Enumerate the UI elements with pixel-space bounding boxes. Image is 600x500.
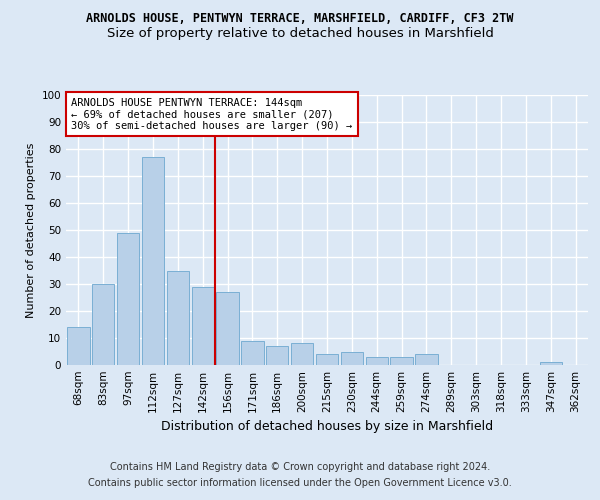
Bar <box>539 362 562 365</box>
Bar <box>415 354 437 365</box>
Bar <box>291 344 313 365</box>
Bar <box>217 292 239 365</box>
Text: ARNOLDS HOUSE PENTWYN TERRACE: 144sqm
← 69% of detached houses are smaller (207): ARNOLDS HOUSE PENTWYN TERRACE: 144sqm ← … <box>71 98 352 131</box>
Bar <box>92 284 115 365</box>
Bar <box>341 352 363 365</box>
Bar <box>191 286 214 365</box>
Bar <box>67 327 89 365</box>
Bar <box>316 354 338 365</box>
Bar <box>167 270 189 365</box>
Bar <box>266 346 289 365</box>
X-axis label: Distribution of detached houses by size in Marshfield: Distribution of detached houses by size … <box>161 420 493 434</box>
Bar <box>365 357 388 365</box>
Text: Contains HM Land Registry data © Crown copyright and database right 2024.: Contains HM Land Registry data © Crown c… <box>110 462 490 472</box>
Bar <box>117 232 139 365</box>
Bar <box>142 157 164 365</box>
Bar <box>241 340 263 365</box>
Y-axis label: Number of detached properties: Number of detached properties <box>26 142 36 318</box>
Text: Contains public sector information licensed under the Open Government Licence v3: Contains public sector information licen… <box>88 478 512 488</box>
Bar <box>391 357 413 365</box>
Text: ARNOLDS HOUSE, PENTWYN TERRACE, MARSHFIELD, CARDIFF, CF3 2TW: ARNOLDS HOUSE, PENTWYN TERRACE, MARSHFIE… <box>86 12 514 26</box>
Text: Size of property relative to detached houses in Marshfield: Size of property relative to detached ho… <box>107 28 493 40</box>
